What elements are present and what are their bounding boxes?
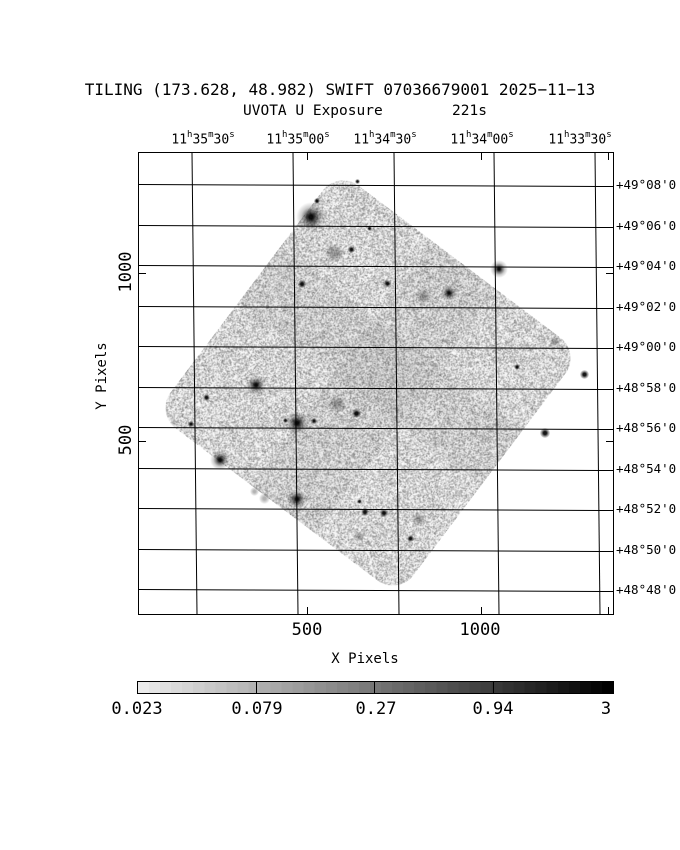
dec-tick-label: +49°08'0 [616,178,676,192]
dec-tick-label: +49°00'0 [616,340,676,354]
y-pixel-tick-left [139,273,146,274]
dec-tick-label: +48°50'0 [616,543,676,557]
point-source [203,394,210,401]
point-source [580,370,589,379]
x-pixel-tick-bottom [307,607,308,614]
point-source [416,288,432,304]
point-source [210,450,230,470]
ra-tick-label: 11h33m30s [525,131,635,147]
colorbar-tick [493,682,494,693]
exposure-field-image [155,170,581,596]
colorbar-tick-label: 3 [561,699,651,719]
point-source [490,260,508,278]
point-source [298,280,306,288]
point-source [324,243,344,263]
plot-subtitle-exposure: 221s [452,103,487,119]
x-tick-label: 500 [267,620,347,640]
ra-tick-label: 11h34m30s [330,131,440,147]
point-source [246,375,266,395]
exposure-noise-canvas [155,170,581,596]
point-source [285,411,309,435]
dec-tick-label: +48°58'0 [616,381,676,395]
x-pixel-tick-bottom [608,607,609,614]
plot-frame [138,152,614,615]
colorbar-tick-label: 0.27 [331,699,421,719]
point-source [259,493,270,504]
point-source [384,280,391,287]
plot-title: TILING (173.628, 48.982) SWIFT 070366790… [0,80,680,99]
point-source [407,535,414,542]
x-pixel-tick-top [608,153,609,160]
y-pixel-tick-right [606,273,613,274]
ra-grid-line [595,153,601,614]
x-axis-title: X Pixels [305,651,425,667]
point-source [328,395,346,413]
dec-grid-line [139,184,613,187]
point-source [355,179,360,184]
point-source [380,509,388,517]
colorbar-tick-label: 0.023 [92,699,182,719]
dec-grid-line [139,589,613,592]
point-source [283,418,288,423]
point-source [188,421,194,427]
point-source [296,202,326,232]
point-source [357,499,362,504]
dec-tick-label: +48°52'0 [616,502,676,516]
y-tick-label: 1000 [116,240,134,304]
dec-tick-label: +48°54'0 [616,462,676,476]
y-pixel-tick-left [139,441,146,442]
colorbar-tick [256,682,257,693]
y-axis-title: Y Pixels [94,316,112,436]
dec-tick-label: +49°02'0 [616,300,676,314]
x-pixel-tick-top [481,153,482,160]
point-source [412,512,426,526]
x-tick-label: 1000 [440,620,520,640]
y-tick-label: 500 [116,408,134,472]
swift-uvot-exposure-plot: TILING (173.628, 48.982) SWIFT 070366790… [0,0,680,850]
point-source [352,409,361,418]
point-source [311,418,317,424]
point-source [441,285,457,301]
point-source [514,364,520,370]
dec-tick-label: +49°06'0 [616,219,676,233]
colorbar-tick-label: 0.94 [448,699,538,719]
point-source [549,336,560,347]
colorbar-tick-label: 0.079 [212,699,302,719]
x-pixel-tick-bottom [481,607,482,614]
x-pixel-tick-top [307,153,308,160]
point-source [354,531,365,542]
dec-tick-label: +48°48'0 [616,583,676,597]
point-source [250,487,259,496]
point-source [348,246,355,253]
colorbar-tick [374,682,375,693]
ra-tick-label: 11h35m30s [148,131,258,147]
dec-tick-label: +49°04'0 [616,259,676,273]
plot-subtitle-filter: UVOTA U Exposure [243,103,383,119]
dec-tick-label: +48°56'0 [616,421,676,435]
ra-tick-label: 11h34m00s [427,131,537,147]
y-pixel-tick-right [606,441,613,442]
point-source [314,198,320,204]
colorbar [137,681,614,694]
